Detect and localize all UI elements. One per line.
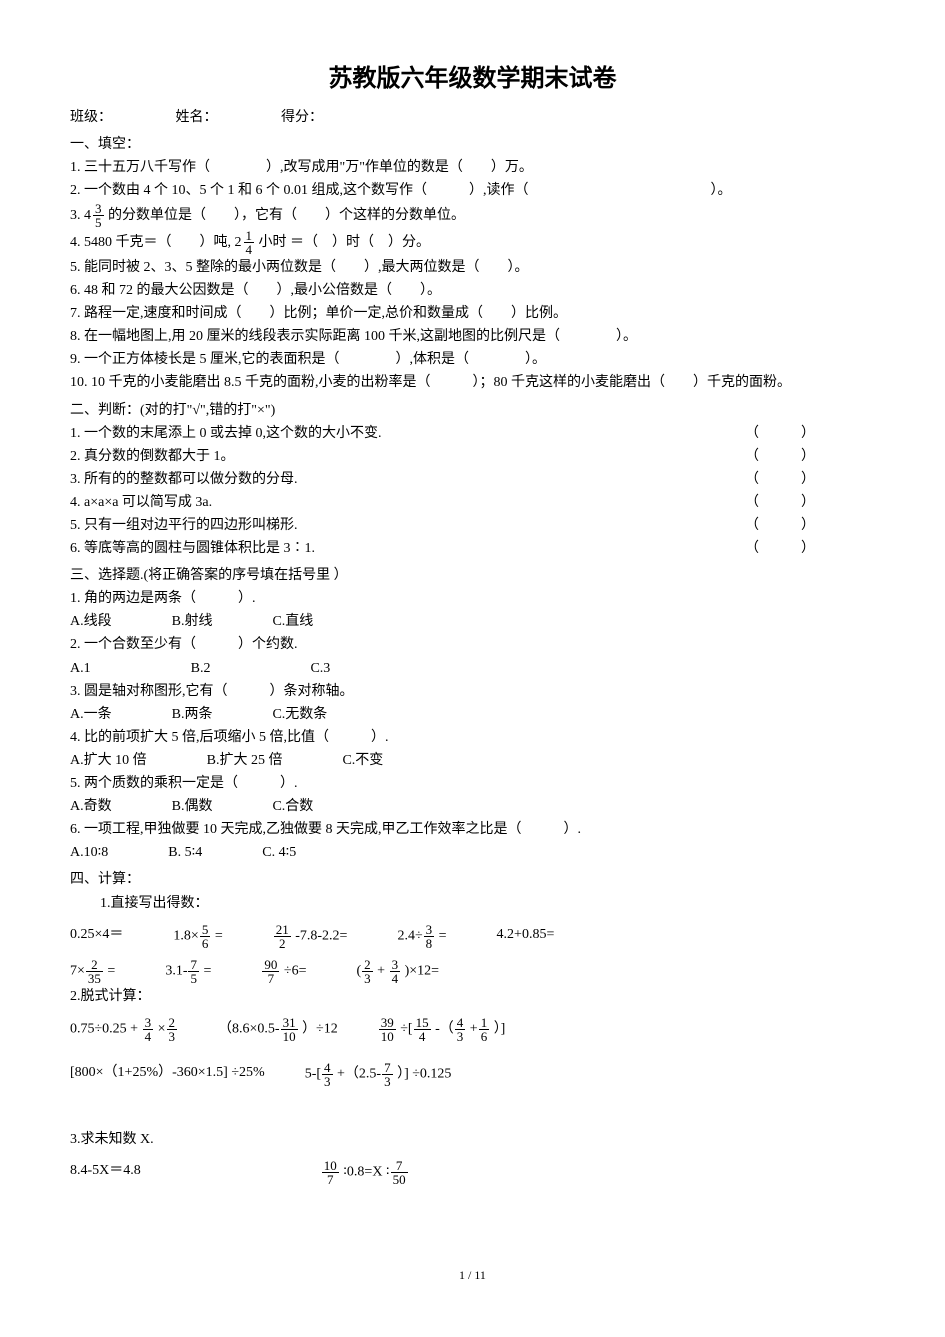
s1-q9: 9. 一个正方体棱长是 5 厘米,它的表面积是（ ）,体积是（ ）。 [70,348,875,371]
calc-2a: 7×235 = [70,958,115,985]
section3-head: 三、选择题.(将正确答案的序号填在括号里 ） [70,564,875,587]
section4-head: 四、计算： [70,868,875,891]
s3-q1: 1. 角的两边是两条（ ）. [70,587,875,610]
calc-1c: 212 -7.8-2.2= [273,923,348,950]
s2-q2: 2. 真分数的倒数都大于 1。（ ） [70,445,875,468]
score-label: 得分： [281,110,323,125]
s3-q2-opts: A.1B.2C.3 [70,657,875,680]
s2-q4: 4. a×a×a 可以简写成 3a.（ ） [70,491,875,514]
calc-3b: （8.6×0.5-3110 ）÷12 [218,1016,338,1043]
s2-q6: 6. 等底等高的圆柱与圆锥体积比是 3∶1.（ ） [70,537,875,560]
s4-sub2: 2.脱式计算： [70,985,875,1008]
calc-1d: 2.4÷38 = [397,923,446,950]
s3-q1-opts: A.线段B.射线C.直线 [70,610,875,633]
s1-q2: 2. 一个数由 4 个 10、5 个 1 和 6 个 0.01 组成,这个数写作… [70,179,875,202]
calc-1a: 0.25×4＝ [70,923,123,950]
s1-q5: 5. 能同时被 2、3、5 整除的最小两位数是（ ）,最大两位数是（ ）。 [70,256,875,279]
s1-q4-a: 4. 5480 千克＝（ ）吨, [70,235,231,250]
student-header: 班级： 姓名： 得分： [70,106,875,129]
paren: （ ） [745,445,815,468]
s4-row4: [800×（1+25%）-360×1.5] ÷25% 5-[43 +（2.5-7… [70,1061,875,1088]
s3-q4-opts: A.扩大 10 倍B.扩大 25 倍C.不变 [70,749,875,772]
paren: （ ） [745,468,815,491]
name-label: 姓名： [176,110,218,125]
s1-q8: 8. 在一幅地图上,用 20 厘米的线段表示实际距离 100 千米,这副地图的比… [70,325,875,348]
paren: （ ） [745,422,815,445]
s4-row3: 0.75÷0.25 + 34 ×23 （8.6×0.5-3110 ）÷12 39… [70,1016,875,1043]
s2-q1: 1. 一个数的末尾添上 0 或去掉 0,这个数的大小不变.（ ） [70,422,875,445]
class-label: 班级： [70,110,112,125]
s4-row2: 7×235 = 3.1-75 = 907 ÷6= (23 + 34 )×12= [70,958,875,985]
s1-q6: 6. 48 和 72 的最大公因数是（ ）,最小公倍数是（ ）。 [70,279,875,302]
s1-q3-frac: 435 [84,202,105,229]
doc-title: 苏教版六年级数学期末试卷 [70,60,875,100]
section2-head: 二、判断：(对的打"√",错的打"×") [70,399,875,422]
s3-q4: 4. 比的前项扩大 5 倍,后项缩小 5 倍,比值（ ）. [70,726,875,749]
page-number: 1 / 11 [70,1266,875,1286]
s1-q3-b: 的分数单位是（ ），它有（ ）个这样的分数单位。 [108,208,465,223]
s1-q4-b: 小时 ＝（ ）时（ ）分。 [259,235,431,250]
s1-q10: 10. 10 千克的小麦能磨出 8.5 千克的面粉,小麦的出粉率是（ ）；80 … [70,371,875,394]
calc-3c: 3910 ÷[154 -（43 +16 ）] [378,1016,506,1043]
calc-4a: [800×（1+25%）-360×1.5] ÷25% [70,1061,265,1088]
calc-3a: 0.75÷0.25 + 34 ×23 [70,1016,178,1043]
s3-q3-opts: A.一条B.两条C.无数条 [70,703,875,726]
s4-sub1: 1.直接写出得数： [70,892,875,915]
calc-2c: 907 ÷6= [261,958,306,985]
calc-1b: 1.8×56 = [173,923,222,950]
s4-row5: 8.4-5X＝4.8 107 ∶0.8=X ∶750 [70,1159,875,1186]
s4-row1: 0.25×4＝ 1.8×56 = 212 -7.8-2.2= 2.4÷38 = … [70,923,875,950]
s1-q7: 7. 路程一定,速度和时间成（ ）比例；单价一定,总价和数量成（ ）比例。 [70,302,875,325]
section1-head: 一、填空： [70,133,875,156]
s1-q3: 3. 435 的分数单位是（ ），它有（ ）个这样的分数单位。 [70,202,875,229]
s1-q4: 4. 5480 千克＝（ ）吨, 214 小时 ＝（ ）时（ ）分。 [70,229,875,256]
s1-q4-frac: 214 [235,229,256,256]
calc-4b: 5-[43 +（2.5-73 ）] ÷0.125 [305,1061,452,1088]
s3-q5: 5. 两个质数的乘积一定是（ ）. [70,772,875,795]
s4-sub3: 3.求未知数 X. [70,1128,875,1151]
s2-q5: 5. 只有一组对边平行的四边形叫梯形.（ ） [70,514,875,537]
s3-q5-opts: A.奇数B.偶数C.合数 [70,795,875,818]
calc-5a: 8.4-5X＝4.8 [70,1159,141,1186]
s1-q3-a: 3. [70,208,84,223]
s2-q3: 3. 所有的的整数都可以做分数的分母.（ ） [70,468,875,491]
calc-2d: (23 + 34 )×12= [356,958,439,985]
calc-1e: 4.2+0.85= [497,923,555,950]
paren: （ ） [745,537,815,560]
calc-2b: 3.1-75 = [165,958,211,985]
calc-5b: 107 ∶0.8=X ∶750 [321,1159,409,1186]
s1-q1: 1. 三十五万八千写作（ ）,改写成用"万"作单位的数是（ ）万。 [70,156,875,179]
s3-q6: 6. 一项工程,甲独做要 10 天完成,乙独做要 8 天完成,甲乙工作效率之比是… [70,818,875,841]
paren: （ ） [745,514,815,537]
s3-q3: 3. 圆是轴对称图形,它有（ ）条对称轴。 [70,680,875,703]
s3-q2: 2. 一个合数至少有（ ）个约数. [70,633,875,656]
s3-q6-opts: A.10∶8B. 5∶4C. 4∶5 [70,841,875,864]
paren: （ ） [745,491,815,514]
